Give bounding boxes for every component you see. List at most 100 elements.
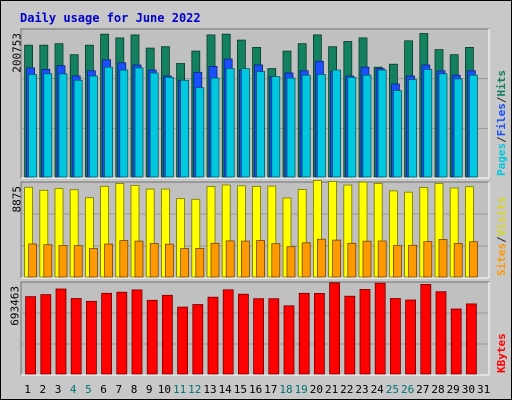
legend-kbytes: KBytes: [495, 333, 508, 373]
bar-pages-day-10: [164, 77, 174, 178]
bar-pages-day-22: [347, 77, 357, 178]
bar-kbytes-day-1: [25, 296, 37, 375]
bar-pages-day-26: [408, 79, 418, 178]
bar-sites-day-18: [286, 246, 296, 278]
bar-kbytes-day-6: [101, 292, 112, 375]
y-max-label: 8875: [11, 186, 24, 213]
bar-kbytes-day-2: [40, 294, 52, 375]
legend-: /: [495, 96, 508, 103]
bar-sites-day-10: [164, 243, 174, 278]
bar-pages-day-12: [195, 87, 205, 178]
bar-sites-day-6: [104, 243, 113, 278]
bar-pages-day-14: [225, 68, 235, 178]
bar-sites-day-27: [423, 241, 433, 278]
bar-sites-day-5: [89, 248, 98, 278]
bar-pages-day-30: [468, 74, 478, 178]
bar-sites-day-8: [134, 240, 144, 278]
bar-kbytes-day-17: [268, 298, 280, 375]
bar-pages-day-6: [104, 66, 113, 178]
bar-sites-day-26: [408, 244, 418, 278]
legend-: /: [495, 136, 508, 143]
x-tick-label: 2: [39, 383, 46, 396]
bar-kbytes-day-10: [161, 294, 173, 375]
x-tick-label: 28: [431, 383, 444, 396]
bar-sites-day-23: [362, 240, 372, 278]
bar-kbytes-day-16: [253, 298, 265, 375]
chart-title: Daily usage for June 2022: [20, 11, 201, 25]
bar-kbytes-day-27: [420, 283, 432, 375]
bar-kbytes-day-26: [405, 299, 417, 375]
bar-kbytes-day-25: [389, 298, 401, 375]
bar-kbytes-day-4: [70, 298, 82, 375]
bar-pages-day-7: [119, 69, 129, 178]
bar-pages-day-19: [301, 74, 311, 178]
legend-visits: Visits: [495, 197, 508, 237]
x-tick-label: 16: [249, 383, 262, 396]
bar-kbytes-day-21: [329, 282, 341, 375]
bar-sites-day-15: [240, 240, 250, 278]
legend-: /: [495, 236, 508, 243]
bar-pages-day-2: [43, 73, 53, 178]
bar-sites-day-7: [119, 240, 129, 278]
bar-pages-day-23: [362, 74, 372, 178]
bar-kbytes-day-3: [55, 288, 67, 375]
x-tick-label: 7: [115, 383, 122, 396]
bar-sites-day-28: [438, 238, 448, 278]
legend-files: Files: [495, 103, 508, 136]
x-tick-label: 25: [386, 383, 399, 396]
bar-kbytes-day-14: [222, 289, 234, 375]
y-max-label: 200753: [11, 33, 24, 73]
bar-sites-day-16: [256, 240, 266, 278]
panel-2: 693463 KBytes: [9, 281, 508, 376]
x-tick-label: 27: [416, 383, 429, 396]
bar-kbytes-day-15: [237, 293, 249, 375]
legend-pages: Pages: [495, 143, 508, 176]
bar-pages-day-13: [210, 77, 220, 178]
bar-kbytes-day-22: [344, 295, 356, 375]
x-tick-label: 9: [146, 383, 153, 396]
bar-pages-day-27: [423, 69, 433, 178]
bar-sites-day-21: [332, 239, 342, 278]
bar-sites-day-30: [468, 241, 478, 278]
bar-kbytes-day-29: [450, 308, 462, 375]
bar-sites-day-29: [453, 242, 463, 278]
bar-pages-day-16: [256, 71, 266, 178]
bar-pages-day-3: [58, 73, 68, 178]
panel-1: 8875 Sites/Visits: [11, 180, 508, 279]
bar-sites-day-2: [43, 244, 53, 278]
x-tick-label: 10: [158, 383, 171, 396]
legend-label: Pages/Files/Hits: [495, 70, 508, 176]
bar-kbytes-day-11: [177, 306, 189, 375]
x-tick-label: 1: [24, 383, 31, 396]
x-tick-label: 23: [355, 383, 368, 396]
x-tick-label: 22: [340, 383, 353, 396]
bar-sites-day-22: [347, 242, 357, 278]
bar-pages-day-1: [28, 74, 38, 178]
bar-kbytes-day-24: [374, 282, 386, 375]
x-tick-label: 6: [100, 383, 107, 396]
x-tick-label: 14: [219, 383, 233, 396]
x-tick-label: 20: [310, 383, 323, 396]
bar-kbytes-day-12: [192, 304, 204, 375]
x-tick-label: 15: [234, 383, 247, 396]
legend-hits: Hits: [495, 70, 508, 97]
x-tick-label: 3: [55, 383, 62, 396]
bar-pages-day-29: [453, 78, 463, 178]
bar-sites-day-13: [210, 242, 220, 278]
bar-sites-day-17: [271, 243, 281, 278]
bar-kbytes-day-5: [86, 300, 97, 375]
bar-kbytes-day-19: [298, 292, 310, 375]
bar-sites-day-24: [377, 240, 387, 278]
legend-label: KBytes: [495, 333, 508, 373]
bar-pages-day-20: [316, 74, 326, 178]
bar-sites-day-9: [149, 243, 159, 278]
bar-kbytes-day-28: [435, 291, 447, 375]
bar-pages-day-25: [392, 90, 402, 178]
x-tick-label: 24: [371, 383, 385, 396]
bar-kbytes-day-13: [207, 296, 219, 375]
bar-sites-day-19: [301, 242, 311, 278]
x-tick-label: 13: [203, 383, 216, 396]
x-tick-label: 21: [325, 383, 338, 396]
